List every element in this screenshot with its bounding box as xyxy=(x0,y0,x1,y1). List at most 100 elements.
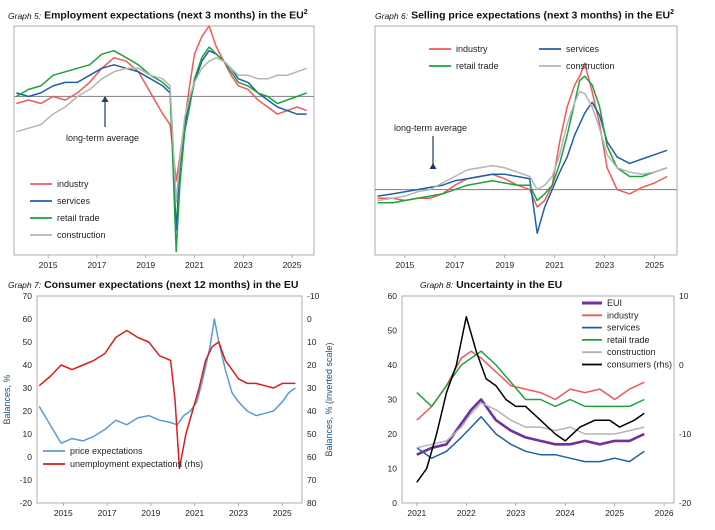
g7-x-tick-label-2015: 2015 xyxy=(54,508,73,518)
g6-x-tick-label-2025: 2025 xyxy=(645,260,664,270)
g8-series-line-retail-trade xyxy=(416,350,645,408)
graph-5-panel: Graph 5: Employment expectations (next 3 … xyxy=(0,0,357,270)
g8-y-right-tick-label-10: 10 xyxy=(679,291,689,301)
graph-7-panel: Graph 7: Consumer expectations (next 12 m… xyxy=(0,270,357,530)
g8-y-tick-label-60: 60 xyxy=(388,291,398,301)
g5-series-line-construction xyxy=(16,56,307,203)
g5-x-tick-label-2019: 2019 xyxy=(136,260,155,270)
g5-plot-frame xyxy=(13,25,315,256)
graph-6-chart: 2015 2017 2019 2021 2023 2025 industry services… xyxy=(374,25,678,270)
graph-5-chart: 2015 2017 2019 2021 2023 2025 industry services… xyxy=(13,25,315,270)
g8-series-line-services xyxy=(416,416,645,463)
g7-y-tick-label-70: 70 xyxy=(23,291,33,301)
g8-y-tick-label-0: 0 xyxy=(392,498,397,508)
g7-series-line-price-expectations xyxy=(38,318,296,444)
graph-6-panel: Graph 6: Selling price expectations (next… xyxy=(357,0,715,270)
g7-y-right-tick-label-80: 80 xyxy=(307,498,317,508)
graph-7-title: Graph 7: Consumer expectations (next 12 m… xyxy=(8,279,299,291)
g8-y-tick-label-40: 40 xyxy=(388,360,398,370)
g6-x-tick-label-2017: 2017 xyxy=(445,260,464,270)
g6-x-tick-label-2019: 2019 xyxy=(495,260,514,270)
g7-legend-label-unemployment-expectations-rhs: unemployment expectations (rhs) xyxy=(70,459,203,469)
g8-y-tick-label-20: 20 xyxy=(388,429,398,439)
g7-y-right-tick-label-10: 10 xyxy=(307,337,317,347)
g7-y-right-tick-label-70: 70 xyxy=(307,475,317,485)
g5-x-tick-label-2021: 2021 xyxy=(185,260,204,270)
g5-legend-label-construction: construction xyxy=(57,230,106,240)
g6-series-line-construction xyxy=(377,90,668,202)
graph-7-chart: 2015 2017 2019 2021 2023 2025 -20 -10 0 10 20 30 40 5… xyxy=(2,291,334,518)
g7-y-tick-label-20: 20 xyxy=(23,406,33,416)
g5-x-tick-label-2023: 2023 xyxy=(234,260,253,270)
g6-annotation-arrowhead xyxy=(429,163,437,169)
g7-y-tick-label-60: 60 xyxy=(23,314,33,324)
g6-legend-label-services: services xyxy=(566,44,600,54)
g8-legend-label-eui: EUI xyxy=(607,298,622,308)
g7-y-right-tick-label-30: 30 xyxy=(307,383,317,393)
g5-x-tick-label-2017: 2017 xyxy=(87,260,106,270)
g6-legend-label-industry: industry xyxy=(456,44,488,54)
g7-y-right-axis-title: Balances, % (inverted scale) xyxy=(324,342,334,456)
g5-x-tick-label-2015: 2015 xyxy=(39,260,58,270)
g5-legend-label-services: services xyxy=(57,196,91,206)
graph-8-chart: 2021 2022 2023 2024 2025 2026 0 10 20 30 40 50 60 -20… xyxy=(388,291,692,518)
g6-legend-label-construction: construction xyxy=(566,61,615,71)
g8-legend-label-industry: industry xyxy=(607,310,639,320)
g7-x-tick-label-2023: 2023 xyxy=(229,508,248,518)
g8-plot-frame xyxy=(401,295,675,504)
g8-y-right-tick-label-10: -10 xyxy=(679,429,692,439)
g8-y-tick-label-10: 10 xyxy=(388,464,398,474)
g8-legend-label-consumers-rhs: consumers (rhs) xyxy=(607,360,672,370)
g8-x-tick-label-2023: 2023 xyxy=(506,508,525,518)
g6-series-line-retail-trade xyxy=(377,75,668,204)
g7-y-tick-label-50: 50 xyxy=(23,337,33,347)
g8-x-tick-label-2022: 2022 xyxy=(457,508,476,518)
g7-x-tick-label-2019: 2019 xyxy=(141,508,160,518)
g8-x-tick-label-2026: 2026 xyxy=(655,508,674,518)
g7-plot-frame xyxy=(36,295,303,504)
graph-8-title: Graph 8: Uncertainty in the EU xyxy=(420,279,563,291)
g7-x-tick-label-2021: 2021 xyxy=(185,508,204,518)
g7-x-tick-label-2017: 2017 xyxy=(98,508,117,518)
g7-y-right-tick-label-0: 0 xyxy=(307,314,312,324)
g8-y-right-tick-label-0: 0 xyxy=(679,360,684,370)
g7-y-right-tick-label-20: 20 xyxy=(307,360,317,370)
g7-legend-label-price-expectations: price expectations xyxy=(70,446,143,456)
g6-series-line-services xyxy=(377,101,668,234)
g7-y-tick-label-40: 40 xyxy=(23,360,33,370)
g7-y-tick-label-20: -20 xyxy=(20,498,33,508)
graph-8-panel: Graph 8: Uncertainty in the EU 2021 2022 20… xyxy=(357,270,715,530)
g7-y-right-tick-label-60: 60 xyxy=(307,452,317,462)
g8-y-tick-label-50: 50 xyxy=(388,326,398,336)
g6-x-tick-label-2015: 2015 xyxy=(395,260,414,270)
g8-x-tick-label-2025: 2025 xyxy=(605,508,624,518)
g8-legend-label-construction: construction xyxy=(607,347,656,357)
g8-y-tick-label-30: 30 xyxy=(388,395,398,405)
g7-y-right-tick-label-10: -10 xyxy=(307,291,320,301)
g6-x-tick-label-2021: 2021 xyxy=(545,260,564,270)
g6-x-tick-label-2023: 2023 xyxy=(595,260,614,270)
g7-y-tick-label-30: 30 xyxy=(23,383,33,393)
g8-series-line-construction xyxy=(416,402,645,449)
g7-series-line-unemployment-expectations-rhs xyxy=(38,329,296,470)
g6-legend-label-retail-trade: retail trade xyxy=(456,61,499,71)
g8-x-tick-label-2021: 2021 xyxy=(407,508,426,518)
graph-5-title: Graph 5: Employment expectations (next 3 … xyxy=(8,9,308,22)
g6-annotation-text: long-term average xyxy=(394,123,467,133)
g6-plot-frame xyxy=(374,25,678,256)
g5-legend-label-industry: industry xyxy=(57,179,89,189)
g8-x-tick-label-2024: 2024 xyxy=(556,508,575,518)
g7-y-tick-label-10: -10 xyxy=(20,475,33,485)
g8-legend-label-retail-trade: retail trade xyxy=(607,335,650,345)
g7-y-tick-label-10: 10 xyxy=(23,429,33,439)
g7-x-tick-label-2025: 2025 xyxy=(273,508,292,518)
g5-legend-label-retail-trade: retail trade xyxy=(57,213,100,223)
g8-series-line-consumers-rhs xyxy=(416,315,645,483)
g8-legend-label-services: services xyxy=(607,323,641,333)
g7-y-tick-label-0: 0 xyxy=(27,452,32,462)
g5-annotation-text: long-term average xyxy=(66,133,139,143)
g8-y-right-tick-label-20: -20 xyxy=(679,498,692,508)
g7-y-right-tick-label-40: 40 xyxy=(307,406,317,416)
g5-annotation-arrowhead xyxy=(101,96,109,102)
g8-series-line-eui xyxy=(416,398,645,456)
